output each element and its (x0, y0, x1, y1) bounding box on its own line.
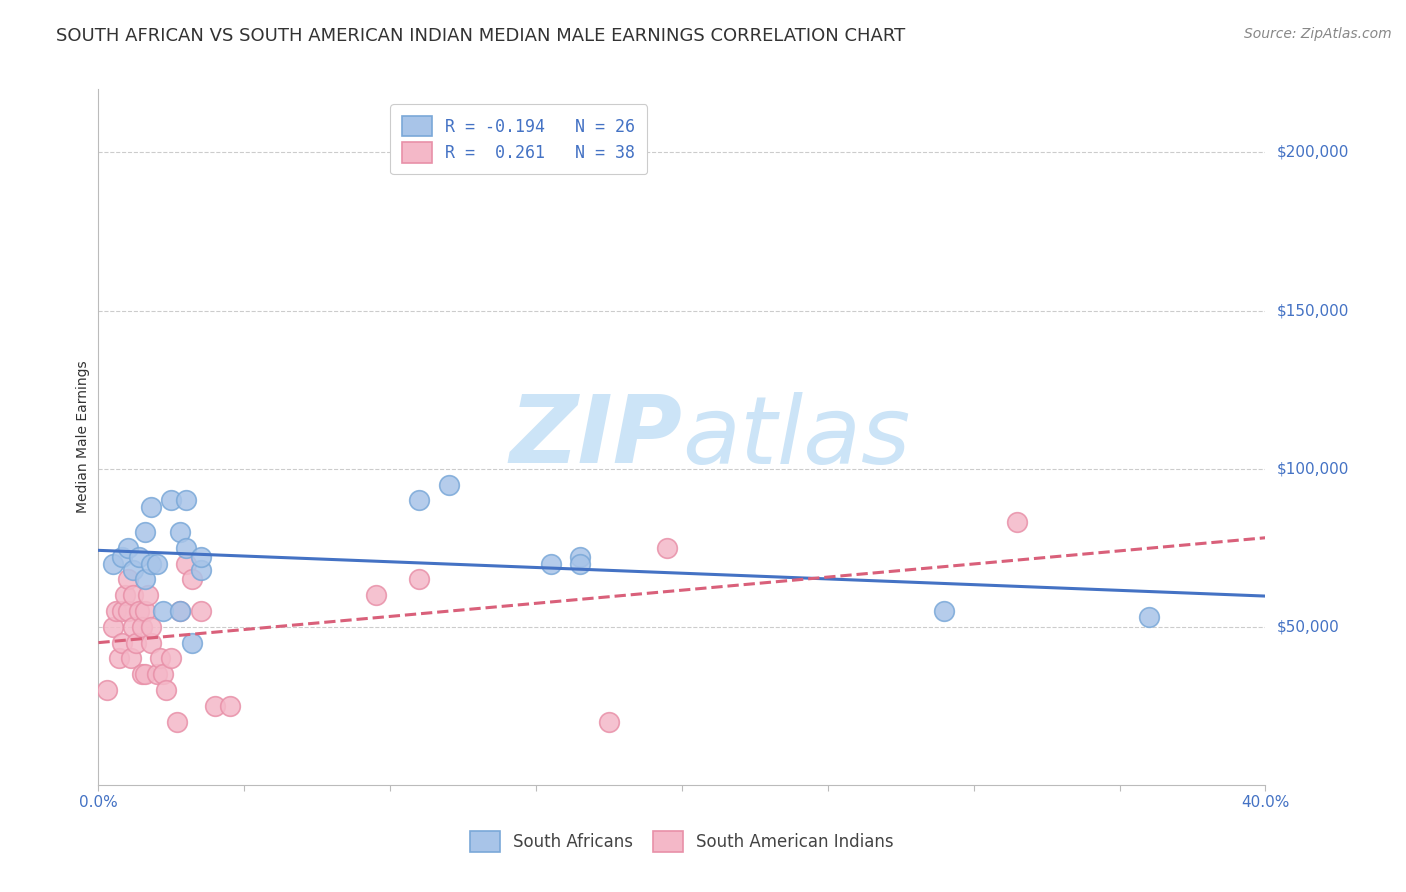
Point (190, 550, 212, 565)
Point (657, 541, 679, 555)
Point (152, 667, 174, 681)
Point (136, 588, 159, 602)
Text: $200,000: $200,000 (1277, 145, 1348, 160)
Point (169, 524, 191, 539)
Text: SOUTH AFRICAN VS SOUTH AMERICAN INDIAN MEDIAN MALE EARNINGS CORRELATION CHART: SOUTH AFRICAN VS SOUTH AMERICAN INDIAN M… (56, 27, 905, 45)
Y-axis label: Median Male Earnings: Median Male Earnings (76, 360, 90, 514)
Text: Source: ZipAtlas.com: Source: ZipAtlas.com (1244, 27, 1392, 41)
Point (1007, 516, 1029, 530)
Point (101, 557, 124, 571)
Legend: South Africans, South American Indians: South Africans, South American Indians (461, 823, 903, 860)
Point (160, 651, 183, 665)
Point (598, 714, 620, 729)
Point (169, 604, 191, 618)
Point (128, 604, 150, 618)
Point (120, 651, 142, 665)
Point (146, 557, 169, 571)
Point (568, 557, 591, 571)
Text: $50,000: $50,000 (1277, 619, 1340, 634)
Point (111, 635, 134, 649)
Point (131, 667, 153, 681)
Point (122, 563, 145, 577)
Point (101, 620, 124, 634)
Point (125, 635, 148, 649)
Point (96, 683, 118, 698)
Point (139, 500, 162, 514)
Point (204, 698, 226, 713)
Point (114, 588, 136, 602)
Point (131, 620, 153, 634)
Point (108, 651, 131, 665)
Point (169, 604, 191, 618)
Point (122, 620, 145, 634)
Point (139, 635, 162, 649)
Point (117, 541, 139, 555)
Text: $150,000: $150,000 (1277, 303, 1348, 318)
Point (149, 651, 172, 665)
Point (180, 573, 202, 587)
Point (134, 604, 156, 618)
Point (437, 477, 460, 491)
Point (408, 493, 430, 508)
Point (134, 667, 156, 681)
Text: atlas: atlas (682, 392, 910, 483)
Text: ZIP: ZIP (509, 391, 682, 483)
Point (174, 541, 197, 555)
Point (139, 557, 162, 571)
Point (1137, 610, 1160, 624)
Point (174, 493, 197, 508)
Point (152, 604, 174, 618)
Point (934, 604, 956, 618)
Point (111, 550, 134, 565)
Point (104, 604, 127, 618)
Point (128, 550, 150, 565)
Point (190, 604, 212, 618)
Point (166, 714, 188, 729)
Point (117, 573, 139, 587)
Text: $100,000: $100,000 (1277, 461, 1348, 476)
Point (180, 635, 202, 649)
Point (174, 557, 197, 571)
Point (134, 524, 156, 539)
Point (155, 683, 177, 698)
Point (160, 493, 183, 508)
Point (540, 557, 562, 571)
Point (111, 604, 134, 618)
Point (218, 698, 240, 713)
Point (568, 550, 591, 565)
Point (139, 620, 162, 634)
Point (190, 563, 212, 577)
Point (122, 588, 145, 602)
Point (364, 588, 387, 602)
Point (408, 573, 430, 587)
Point (134, 573, 156, 587)
Point (146, 667, 169, 681)
Point (117, 604, 139, 618)
